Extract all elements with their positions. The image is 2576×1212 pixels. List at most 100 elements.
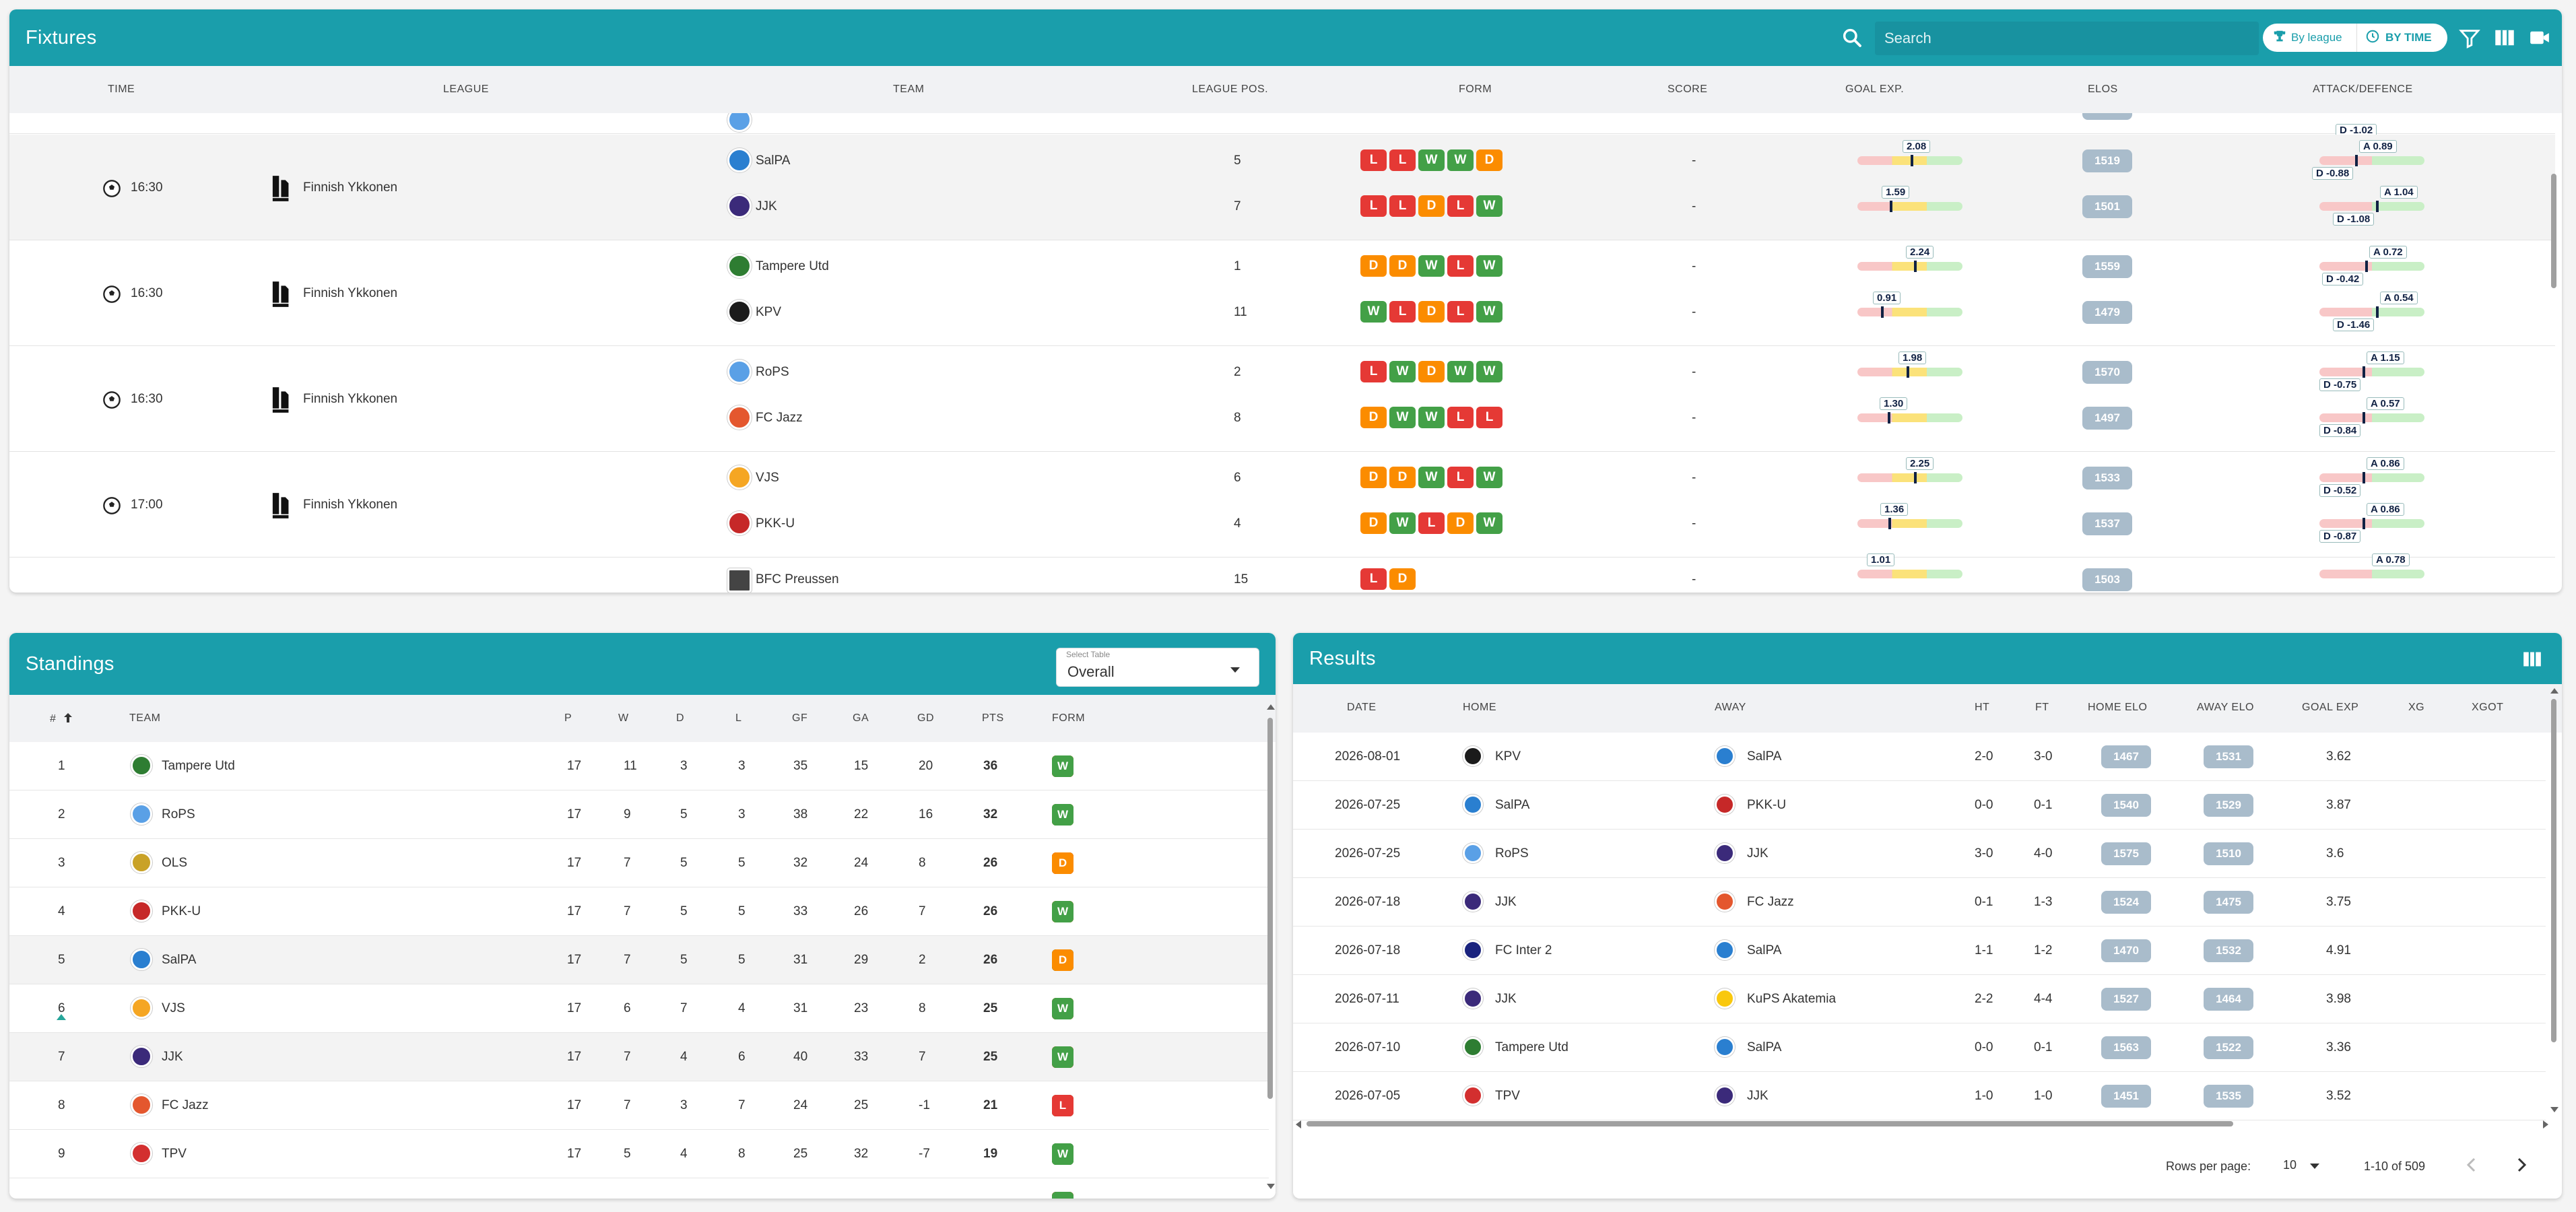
- scroll-right-icon[interactable]: [2543, 1120, 2548, 1129]
- league-name[interactable]: Finnish Ykkonen: [303, 498, 398, 512]
- results-row[interactable]: 2026-07-18 FC Inter 2 SalPA 1-1 1-2 1470 1532 4…: [1293, 927, 2546, 975]
- standings-row[interactable]: 5SalPA177553129226LLWWD: [9, 936, 1269, 984]
- fixture-row[interactable]: 17:00 Finnish Ykkonen VJS 6 D D W L W -2.25 1533 A …: [9, 452, 2555, 558]
- fixture-row[interactable]: 16:30 Finnish Ykkonen Tampere Utd 1 D D W L W -2.…: [9, 240, 2555, 346]
- away-team[interactable]: SalPA: [1747, 749, 1782, 764]
- results-row[interactable]: 2026-07-11 JJK KuPS Akatemia 2-2 4-4 1527 1464…: [1293, 975, 2546, 1023]
- scrollbar-thumb[interactable]: [1267, 718, 1273, 1099]
- team-name[interactable]: OLS: [162, 856, 188, 870]
- col-date[interactable]: DATE: [1347, 702, 1377, 713]
- team-name[interactable]: RoPS: [756, 365, 789, 379]
- prev-page-icon[interactable]: [2464, 1155, 2480, 1178]
- col-l[interactable]: L: [735, 712, 742, 724]
- columns-icon[interactable]: [2495, 28, 2515, 50]
- search-icon[interactable]: [1841, 27, 1863, 52]
- col-elos[interactable]: ELOS: [2088, 83, 2118, 95]
- col-gd[interactable]: GD: [917, 712, 934, 724]
- results-body[interactable]: 2026-08-01 KPV SalPA 2-0 3-0 1467 1531 3.62 2026…: [1293, 733, 2546, 1120]
- results-row[interactable]: 2026-07-25 RoPS JJK 3-0 4-0 1575 1510 3.6: [1293, 830, 2546, 878]
- col-goal-exp[interactable]: GOAL EXP.: [1845, 83, 1905, 95]
- col-attack-defence[interactable]: ATTACK/DEFENCE: [2313, 83, 2413, 95]
- col-league[interactable]: LEAGUE: [443, 83, 489, 95]
- col-pts[interactable]: PTS: [982, 712, 1004, 724]
- col-w[interactable]: W: [618, 712, 629, 724]
- scrollbar-thumb[interactable]: [2551, 699, 2556, 1042]
- col-team[interactable]: TEAM: [893, 83, 925, 95]
- col-xg[interactable]: XG: [2408, 702, 2425, 713]
- team-name[interactable]: RoPS: [162, 807, 195, 821]
- col-home[interactable]: HOME: [1463, 702, 1496, 713]
- col-away[interactable]: AWAY: [1715, 702, 1746, 713]
- hscrollbar-thumb[interactable]: [1307, 1121, 2233, 1126]
- away-team[interactable]: PKK-U: [1747, 798, 1787, 812]
- away-team[interactable]: JJK: [1747, 846, 1769, 861]
- standings-row[interactable]: 7JJK177464033725LLDLW: [9, 1033, 1269, 1081]
- team-name[interactable]: FC Jazz: [756, 411, 803, 425]
- col-ft[interactable]: FT: [2035, 702, 2049, 713]
- away-team[interactable]: SalPA: [1747, 1040, 1782, 1054]
- results-hscrollbar[interactable]: [1296, 1119, 2554, 1129]
- table-select[interactable]: Select Table Overall: [1056, 648, 1259, 687]
- league-name[interactable]: Finnish Ykkonen: [303, 286, 398, 300]
- scroll-up-icon[interactable]: [2550, 688, 2558, 694]
- team-name[interactable]: PKK-U: [756, 516, 795, 531]
- rows-per-page-select[interactable]: 10: [2283, 1158, 2330, 1172]
- scroll-left-icon[interactable]: [1296, 1120, 1301, 1129]
- league-name[interactable]: Finnish Ykkonen: [303, 180, 398, 195]
- results-row[interactable]: 2026-08-01 KPV SalPA 2-0 3-0 1467 1531 3.62: [1293, 733, 2546, 781]
- league-name[interactable]: Finnish Ykkonen: [303, 392, 398, 406]
- filter-icon[interactable]: [2458, 27, 2481, 53]
- away-team[interactable]: KuPS Akatemia: [1747, 992, 1837, 1006]
- col-team[interactable]: TEAM: [129, 712, 161, 724]
- search-input[interactable]: Search: [1875, 22, 2259, 55]
- col-form[interactable]: FORM: [1052, 712, 1086, 724]
- col-league-pos[interactable]: LEAGUE POS.: [1192, 83, 1269, 95]
- results-row[interactable]: 2026-07-18 JJK FC Jazz 0-1 1-3 1524 1475 3.75: [1293, 878, 2546, 927]
- standings-row[interactable]: 3OLS177553224826WDLLD: [9, 839, 1269, 887]
- results-row[interactable]: 2026-07-25 SalPA PKK-U 0-0 0-1 1540 1529 3.87: [1293, 781, 2546, 830]
- col-d[interactable]: D: [676, 712, 685, 724]
- col-p[interactable]: P: [564, 712, 572, 724]
- team-name[interactable]: KPV: [756, 305, 782, 319]
- next-page-icon[interactable]: [2513, 1155, 2530, 1178]
- fixtures-body[interactable]: D -1.02 16:30 Finnish Ykkonen SalPA 5 L L W W D -…: [9, 113, 2562, 593]
- team-name[interactable]: VJS: [756, 471, 779, 485]
- video-icon[interactable]: [2530, 30, 2550, 49]
- home-team[interactable]: RoPS: [1495, 846, 1529, 861]
- by-league-button[interactable]: By league: [2263, 24, 2357, 52]
- col-score[interactable]: SCORE: [1667, 83, 1708, 95]
- results-vscrollbar[interactable]: [2550, 687, 2558, 1118]
- col-away-elo[interactable]: AWAY ELO: [2197, 702, 2254, 713]
- home-team[interactable]: KPV: [1495, 749, 1521, 764]
- team-name[interactable]: JJK: [756, 199, 777, 213]
- team-name[interactable]: FC Jazz: [162, 1098, 209, 1112]
- home-team[interactable]: JJK: [1495, 895, 1517, 909]
- away-team[interactable]: SalPA: [1747, 943, 1782, 957]
- home-team[interactable]: SalPA: [1495, 798, 1530, 812]
- columns-icon[interactable]: [2523, 650, 2542, 671]
- results-row[interactable]: 2026-07-05 TPV JJK 1-0 1-0 1451 1535 3.52: [1293, 1072, 2546, 1120]
- by-time-button[interactable]: BY TIME: [2357, 24, 2447, 52]
- fixtures-scrollbar[interactable]: [2550, 113, 2556, 584]
- col-ga[interactable]: GA: [853, 712, 869, 724]
- team-name[interactable]: JJK: [162, 1050, 183, 1064]
- standings-row[interactable]: 6VJS176743123825DDWLW: [9, 984, 1269, 1033]
- fixture-row[interactable]: 16:30 Finnish Ykkonen RoPS 2 L W D W W -1.98 1570 A…: [9, 346, 2555, 452]
- scrollbar-thumb[interactable]: [2551, 174, 2556, 288]
- col-time[interactable]: TIME: [108, 83, 135, 95]
- home-team[interactable]: TPV: [1495, 1089, 1520, 1103]
- scroll-down-icon[interactable]: [1267, 1184, 1275, 1189]
- col-goal-exp[interactable]: GOAL EXP: [2302, 702, 2359, 713]
- home-team[interactable]: JJK: [1495, 992, 1517, 1006]
- team-name[interactable]: SalPA: [162, 953, 197, 967]
- team-name[interactable]: TPV: [162, 1147, 187, 1161]
- team-name[interactable]: Tampere Utd: [756, 259, 829, 273]
- team-name[interactable]: SalPA: [756, 154, 791, 168]
- col-gf[interactable]: GF: [792, 712, 808, 724]
- standings-scrollbar[interactable]: [1266, 703, 1275, 1194]
